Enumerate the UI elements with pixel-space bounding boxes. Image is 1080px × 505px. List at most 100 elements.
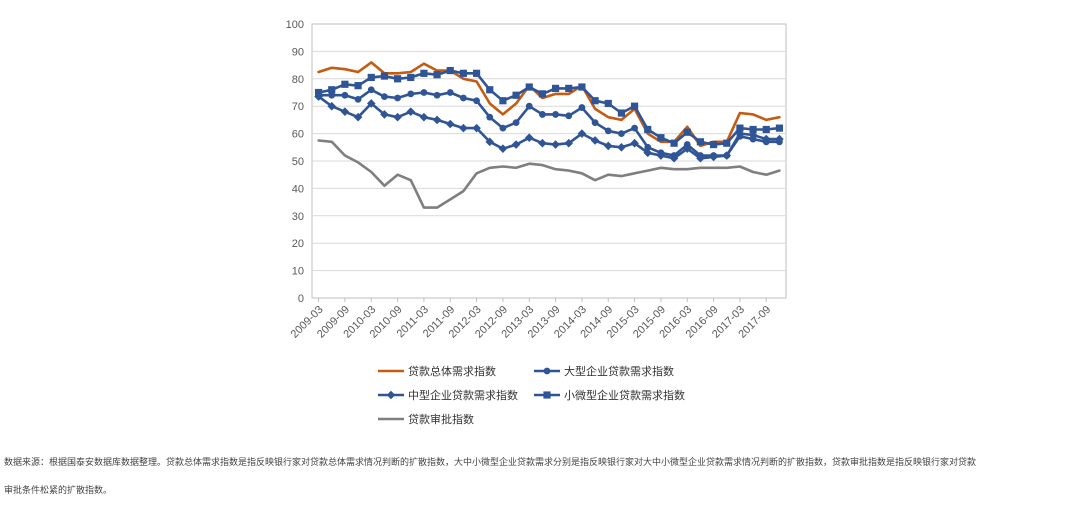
- data-point: [459, 123, 468, 133]
- data-point: [486, 86, 494, 94]
- series-group: [314, 61, 784, 209]
- data-point: [617, 109, 626, 117]
- data-point: [696, 138, 705, 146]
- data-point: [460, 94, 467, 102]
- gridlines: [312, 50, 786, 272]
- data-point: [564, 138, 574, 148]
- data-point: [380, 72, 389, 80]
- data-point: [696, 153, 705, 163]
- data-point: [341, 91, 349, 99]
- data-point: [618, 130, 625, 138]
- series-line: [317, 139, 781, 209]
- data-point: [591, 119, 599, 127]
- data-point: [393, 75, 402, 83]
- data-point: [328, 91, 336, 99]
- data-point: [604, 127, 612, 135]
- data-point: [603, 141, 613, 151]
- data-point: [657, 134, 665, 142]
- data-point: [656, 151, 666, 160]
- data-point: [552, 111, 559, 118]
- y-tick-label: 40: [292, 183, 304, 195]
- data-point: [446, 89, 454, 96]
- data-point: [433, 91, 441, 99]
- data-point: [538, 138, 547, 148]
- data-point: [578, 83, 586, 91]
- data-point: [590, 136, 600, 145]
- y-tick-label: 50: [292, 156, 304, 168]
- data-point: [630, 102, 639, 110]
- data-point: [551, 140, 560, 149]
- y-tick-label: 0: [298, 293, 304, 305]
- data-point: [327, 101, 337, 111]
- data-point: [630, 138, 639, 148]
- data-point: [407, 73, 415, 82]
- data-point: [644, 143, 652, 151]
- data-point: [761, 134, 771, 144]
- data-point: [367, 86, 375, 94]
- legend-label: 贷款总体需求指数: [408, 364, 496, 378]
- data-point: [433, 71, 441, 79]
- data-point: [511, 140, 521, 149]
- data-point: [393, 112, 402, 122]
- data-point: [499, 97, 507, 105]
- data-point: [459, 69, 468, 77]
- data-point: [525, 83, 533, 91]
- data-point: [420, 89, 428, 96]
- data-point: [736, 124, 744, 132]
- data-point: [314, 88, 323, 97]
- x-axis: 2009-032009-092010-032010-092011-032011-…: [289, 298, 773, 341]
- legend-item: 贷款总体需求指数: [378, 364, 496, 378]
- data-point: [525, 102, 533, 110]
- y-tick-label: 30: [292, 211, 304, 223]
- data-point: [604, 99, 612, 108]
- data-point: [499, 124, 507, 132]
- data-point: [538, 90, 547, 98]
- data-point: [644, 125, 652, 134]
- y-tick-label: 90: [292, 46, 304, 58]
- legend-item: 中型企业贷款需求指数: [378, 388, 518, 402]
- data-point: [394, 94, 401, 102]
- data-point: [722, 151, 732, 160]
- data-point: [407, 90, 415, 98]
- loan-demand-line-chart: 0 10 20 30 40 50 60 70 80 90 100 2009-032009-09201…: [286, 19, 787, 426]
- data-point: [419, 112, 429, 122]
- data-point: [432, 115, 442, 125]
- data-point: [709, 152, 718, 162]
- legend-label: 贷款审批指数: [408, 412, 474, 426]
- y-tick-label: 10: [292, 266, 304, 278]
- data-point: [420, 69, 428, 77]
- data-point: [341, 80, 349, 88]
- series-5: [317, 139, 781, 209]
- series-4: [314, 66, 784, 149]
- y-tick-label: 70: [292, 101, 304, 113]
- data-point: [445, 119, 455, 129]
- series-3: [314, 92, 784, 163]
- y-tick-label: 20: [292, 238, 304, 250]
- data-point: [406, 107, 416, 116]
- data-point: [775, 134, 784, 144]
- data-point: [472, 123, 481, 133]
- data-point: [749, 125, 757, 134]
- data-point: [670, 139, 678, 147]
- data-point: [328, 86, 336, 94]
- y-tick-label: 100: [286, 19, 304, 31]
- data-point: [381, 93, 388, 101]
- data-point: [386, 390, 396, 400]
- data-point: [340, 107, 350, 116]
- data-point: [565, 112, 573, 120]
- data-point: [543, 367, 551, 375]
- data-point: [485, 137, 495, 147]
- data-point: [353, 112, 363, 122]
- legend-label: 大型企业贷款需求指数: [564, 364, 674, 378]
- data-point: [723, 139, 731, 147]
- data-point: [486, 113, 494, 121]
- data-point: [472, 69, 481, 77]
- data-point: [551, 84, 560, 92]
- data-point: [669, 153, 679, 163]
- y-tick-label: 80: [292, 74, 304, 86]
- data-point: [565, 84, 573, 92]
- data-point: [762, 125, 770, 134]
- data-point: [473, 97, 480, 105]
- data-point: [366, 99, 376, 108]
